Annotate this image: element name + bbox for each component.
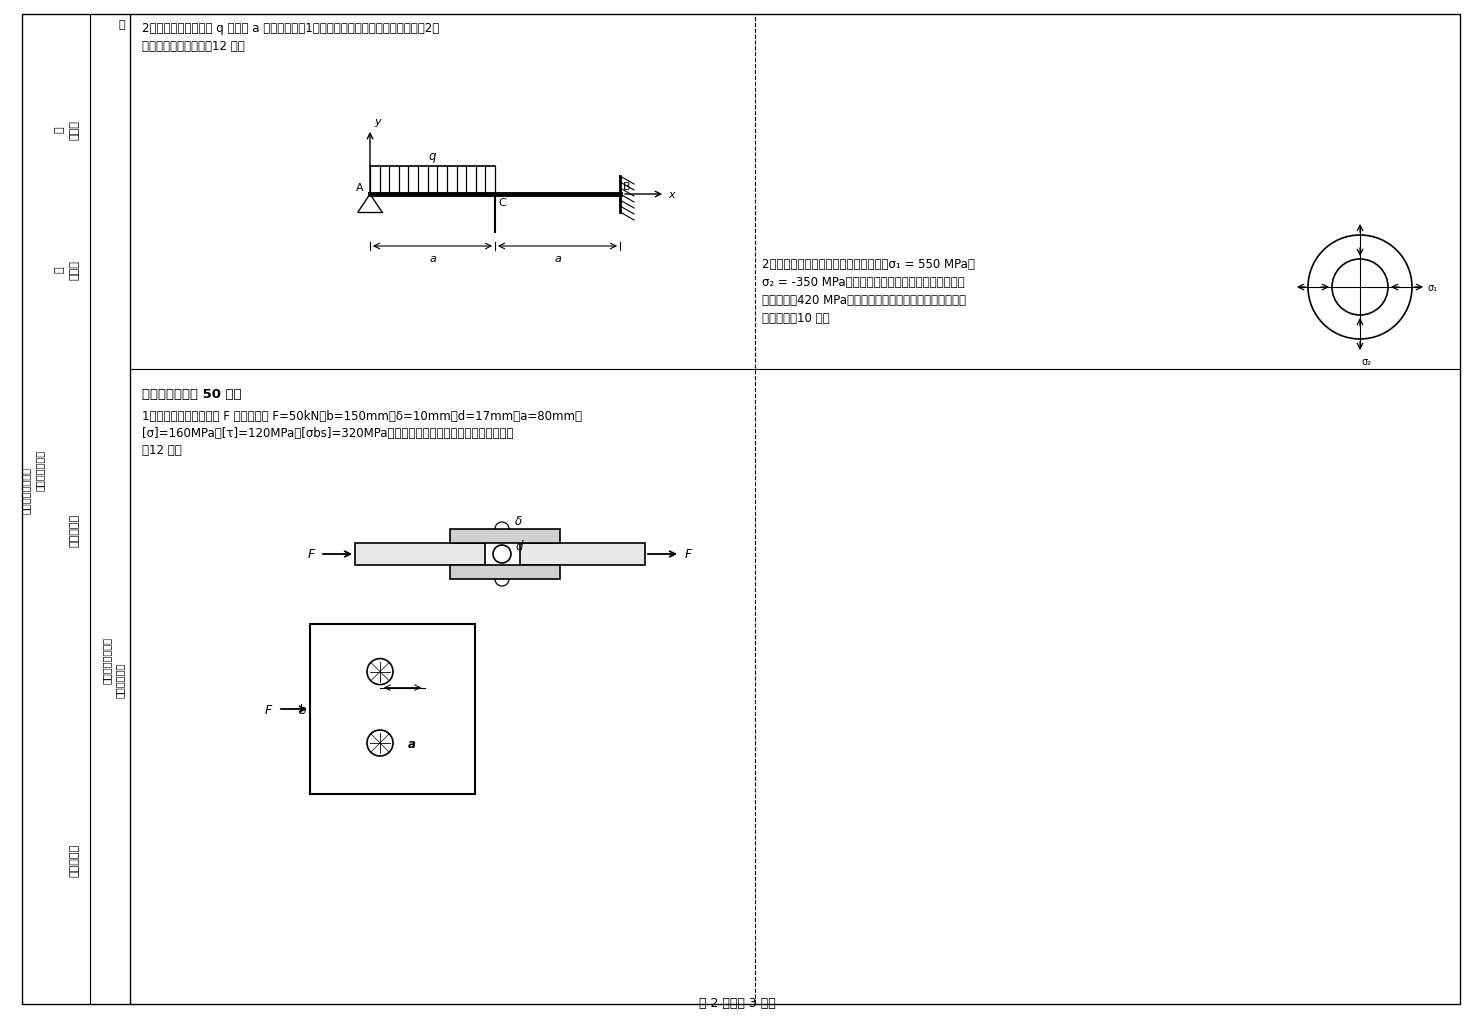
Text: C: C: [498, 198, 506, 208]
Text: 学号：: 学号：: [69, 260, 80, 279]
Text: 密: 密: [55, 266, 65, 273]
Text: F: F: [308, 548, 315, 560]
Text: F: F: [685, 548, 693, 560]
Text: σ₂: σ₂: [1362, 357, 1372, 367]
Text: a: a: [554, 254, 562, 264]
Text: 别: 别: [55, 126, 65, 133]
Text: δ: δ: [514, 515, 522, 528]
Text: A: A: [357, 182, 364, 193]
Text: σ₁: σ₁: [1428, 282, 1439, 292]
Text: d: d: [514, 539, 522, 552]
Bar: [450, 566, 560, 580]
Bar: [450, 530, 560, 543]
Text: 姓名：: 姓名：: [69, 120, 80, 140]
Text: 四、计算题（共 50 分）: 四、计算题（共 50 分）: [142, 387, 242, 400]
Text: 第 2 页（共 3 页）: 第 2 页（共 3 页）: [699, 996, 775, 1009]
Text: 级: 级: [118, 20, 125, 30]
Bar: [520, 543, 646, 566]
Text: a: a: [408, 737, 416, 750]
Text: 且其大小为420 MPa，试按第三和第四强度理论，计算其相: 且其大小为420 MPa，试按第三和第四强度理论，计算其相: [762, 293, 965, 307]
Text: a: a: [429, 254, 436, 264]
Text: x: x: [668, 190, 675, 200]
Text: 2、设图示梁上的载荷 q 和尺寸 a 皆为已知，（1）列出梁的剪力方程和弯矩方程；（2）: 2、设图示梁上的载荷 q 和尺寸 a 皆为已知，（1）列出梁的剪力方程和弯矩方程…: [142, 22, 439, 35]
Text: 2．炮筒横截面如图所示，在危险点处，σ₁ = 550 MPa，: 2．炮筒横截面如图所示，在危险点处，σ₁ = 550 MPa，: [762, 258, 974, 271]
Text: 作剪力图和弯矩图。（12 分）: 作剪力图和弯矩图。（12 分）: [142, 40, 245, 53]
Text: B: B: [624, 181, 631, 192]
Text: 注意保持试卷完整: 注意保持试卷完整: [21, 466, 31, 513]
Text: 答题纸不能封: 答题纸不能封: [115, 661, 125, 697]
Text: y: y: [374, 117, 380, 127]
Text: 1．图示接头，受轴向力 F 作用，已知 F=50kN，b=150mm，δ=10mm，d=17mm，a=80mm，: 1．图示接头，受轴向力 F 作用，已知 F=50kN，b=150mm，δ=10m…: [142, 410, 582, 423]
Text: 专业班级：: 专业班级：: [69, 513, 80, 546]
Bar: [355, 543, 485, 566]
Text: 系（部）：: 系（部）：: [69, 843, 80, 875]
Text: [σ]=160MPa，[τ]=120MPa，[σbs]=320MPa，铆钉和板的材料相同，试校核其强度。: [σ]=160MPa，[τ]=120MPa，[σbs]=320MPa，铆钉和板的…: [142, 427, 513, 439]
Text: σ₂ = -350 MPa，第三个主应力垂直于图面最控应力，: σ₂ = -350 MPa，第三个主应力垂直于图面最控应力，: [762, 276, 964, 288]
Text: （12 分）: （12 分）: [142, 443, 181, 457]
Bar: [310, 625, 475, 794]
Text: q: q: [429, 150, 436, 163]
Text: 当应力。（10 分）: 当应力。（10 分）: [762, 312, 830, 325]
Text: F: F: [265, 703, 273, 715]
Text: b: b: [299, 703, 307, 715]
Text: 可以写草稿的背面: 可以写草稿的背面: [102, 636, 112, 683]
Text: 试卷答拆开无效: 试卷答拆开无效: [35, 449, 46, 490]
